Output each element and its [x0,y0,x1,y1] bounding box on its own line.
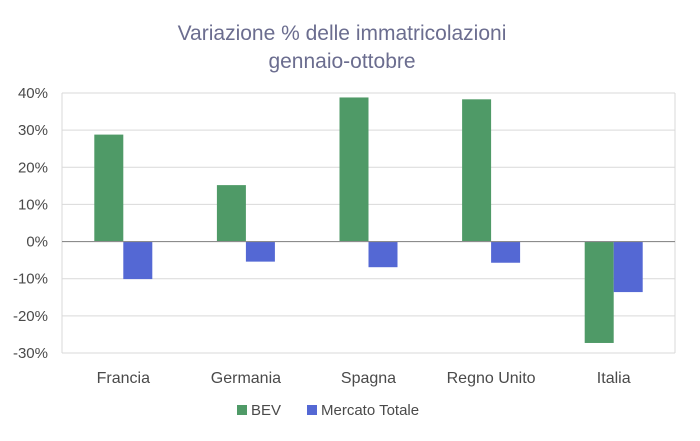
legend-swatch [237,405,247,415]
chart-title: Variazione % delle immatricolazioni [178,22,507,45]
y-tick-label: 30% [18,122,48,139]
bar-mercato-totale-italia [613,241,643,293]
bar-bev-francia [94,134,124,242]
x-tick-label: Germania [211,370,281,387]
chart-subtitle: gennaio-ottobre [268,50,415,73]
y-tick-label: -20% [13,308,48,325]
bar-bev-spagna [339,97,369,242]
bar-bev-italia [584,241,614,343]
legend-swatch [307,405,317,415]
x-axis-ticks: Francia Germania Spagna Regno Unito Italia [97,370,631,387]
y-tick-label: 0% [26,234,48,251]
x-tick-label: Francia [97,370,150,387]
legend-label: BEV [251,402,281,419]
bar-mercato-totale-francia [123,241,153,280]
x-tick-label: Regno Unito [447,370,536,387]
x-tick-label: Italia [597,370,631,387]
bar-bev-germania [216,185,246,242]
bar-mercato-totale-germania [245,241,275,262]
legend: BEV Mercato Totale [237,402,419,419]
bars [94,97,643,343]
y-tick-label: -10% [13,271,48,288]
bar-bev-regno-unito [462,99,492,242]
y-axis-ticks: 40% 30% 20% 10% 0% -10% -20% -30% [13,85,48,362]
y-tick-label: -30% [13,345,48,362]
x-tick-label: Spagna [341,370,396,387]
y-tick-label: 10% [18,196,48,213]
y-tick-label: 20% [18,159,48,176]
legend-label: Mercato Totale [321,402,419,419]
bar-mercato-totale-spagna [368,241,398,268]
y-tick-label: 40% [18,85,48,102]
bar-mercato-totale-regno-unito [491,241,521,263]
